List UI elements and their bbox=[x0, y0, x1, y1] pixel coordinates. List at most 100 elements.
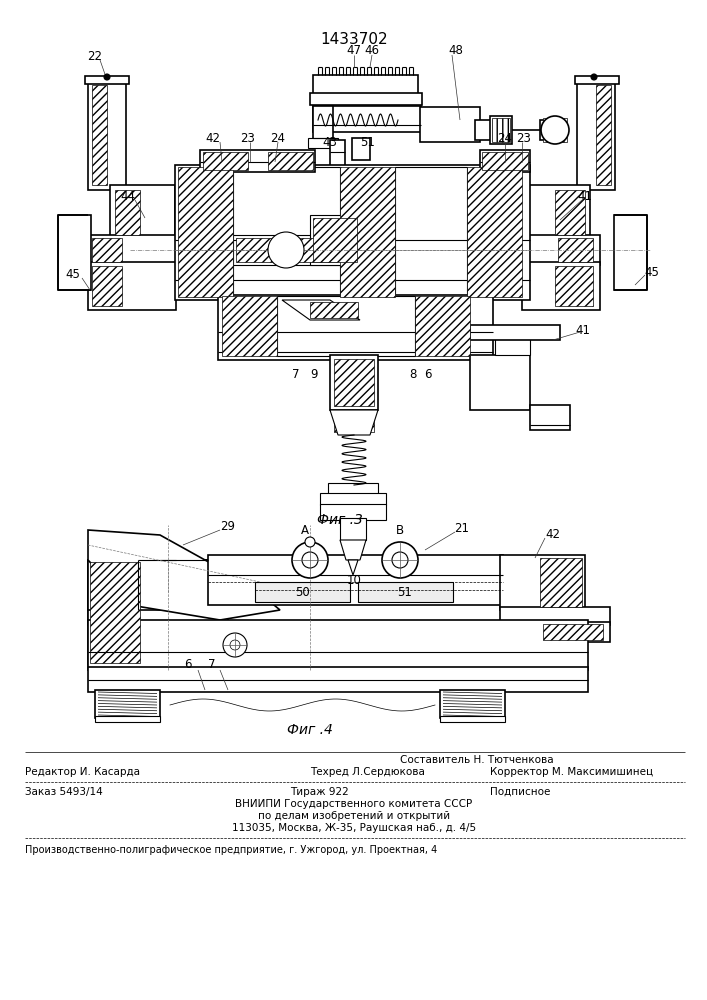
Bar bbox=[320, 504, 386, 520]
Bar bbox=[340, 518, 366, 540]
Bar bbox=[88, 560, 243, 610]
Polygon shape bbox=[348, 560, 358, 575]
Bar bbox=[203, 152, 248, 170]
Bar bbox=[555, 190, 585, 235]
Text: 41: 41 bbox=[575, 324, 590, 336]
Bar bbox=[470, 355, 530, 410]
Bar bbox=[495, 337, 530, 355]
Text: 6: 6 bbox=[185, 658, 192, 672]
Bar bbox=[85, 76, 129, 84]
Circle shape bbox=[382, 542, 418, 578]
Bar bbox=[233, 167, 340, 297]
Bar bbox=[440, 690, 505, 718]
Bar bbox=[480, 150, 530, 172]
Bar bbox=[277, 296, 415, 356]
Circle shape bbox=[302, 552, 318, 568]
Bar bbox=[334, 359, 374, 406]
Circle shape bbox=[104, 74, 110, 80]
Bar bbox=[236, 238, 336, 262]
Text: ВНИИПИ Государственного комитета СССР: ВНИИПИ Государственного комитета СССР bbox=[235, 799, 472, 809]
Text: 44: 44 bbox=[120, 190, 136, 202]
Bar bbox=[540, 558, 582, 607]
Bar bbox=[175, 165, 530, 300]
Text: 6: 6 bbox=[424, 368, 432, 381]
Bar bbox=[88, 80, 126, 190]
Bar bbox=[320, 493, 386, 505]
Text: Техред Л.Сердюкова: Техред Л.Сердюкова bbox=[310, 767, 425, 777]
Bar bbox=[92, 238, 122, 262]
Bar bbox=[88, 235, 176, 265]
Text: 24: 24 bbox=[271, 131, 286, 144]
Bar bbox=[115, 190, 140, 235]
Circle shape bbox=[392, 552, 408, 568]
Text: 41: 41 bbox=[578, 190, 592, 204]
Bar bbox=[222, 296, 277, 356]
Bar bbox=[503, 622, 610, 642]
Text: 42: 42 bbox=[546, 528, 561, 542]
Bar bbox=[308, 138, 338, 148]
Bar bbox=[555, 266, 593, 306]
Bar bbox=[330, 355, 378, 410]
Bar bbox=[330, 140, 345, 170]
Bar bbox=[92, 266, 122, 306]
Text: 51: 51 bbox=[397, 586, 412, 599]
Bar bbox=[313, 106, 333, 142]
Text: Фиг .3: Фиг .3 bbox=[317, 513, 363, 527]
Circle shape bbox=[230, 640, 240, 650]
Bar bbox=[492, 118, 510, 142]
Text: 43: 43 bbox=[322, 135, 337, 148]
Polygon shape bbox=[340, 540, 366, 560]
Bar bbox=[475, 120, 493, 140]
Bar bbox=[558, 238, 593, 262]
Bar bbox=[90, 562, 140, 663]
Circle shape bbox=[305, 537, 315, 547]
Text: 50: 50 bbox=[295, 586, 310, 599]
Text: 21: 21 bbox=[455, 522, 469, 536]
Bar bbox=[110, 185, 175, 240]
Bar bbox=[420, 107, 480, 142]
Text: Подписное: Подписное bbox=[490, 787, 550, 797]
Polygon shape bbox=[330, 410, 378, 435]
Bar bbox=[467, 167, 522, 297]
Bar bbox=[313, 218, 357, 262]
Text: 9: 9 bbox=[310, 368, 317, 381]
Bar bbox=[310, 215, 360, 265]
Bar bbox=[268, 152, 313, 170]
Bar bbox=[328, 483, 378, 495]
Text: Фиг .4: Фиг .4 bbox=[287, 723, 333, 737]
Bar bbox=[522, 262, 600, 310]
Bar bbox=[596, 85, 611, 185]
Text: 45: 45 bbox=[66, 267, 81, 280]
Text: Составитель Н. Тютченкова: Составитель Н. Тютченкова bbox=[400, 755, 554, 765]
Bar bbox=[575, 76, 619, 84]
Bar bbox=[490, 116, 512, 144]
Text: Редактор И. Касарда: Редактор И. Касарда bbox=[25, 767, 140, 777]
Text: 22: 22 bbox=[88, 49, 103, 62]
Text: 113035, Москва, Ж-35, Раушская наб., д. 4/5: 113035, Москва, Ж-35, Раушская наб., д. … bbox=[232, 823, 476, 833]
Bar bbox=[178, 167, 233, 297]
Bar bbox=[88, 667, 588, 692]
Text: 48: 48 bbox=[448, 43, 463, 56]
Bar bbox=[543, 118, 567, 142]
Text: 8: 8 bbox=[409, 368, 416, 381]
Bar bbox=[95, 690, 160, 718]
Bar bbox=[395, 167, 467, 297]
Bar bbox=[614, 215, 647, 290]
Text: 23: 23 bbox=[517, 131, 532, 144]
Bar bbox=[530, 405, 570, 430]
Bar bbox=[470, 325, 560, 340]
Bar bbox=[200, 150, 315, 172]
Text: 45: 45 bbox=[645, 265, 660, 278]
Bar bbox=[95, 716, 160, 722]
Bar bbox=[160, 560, 176, 592]
Circle shape bbox=[223, 633, 247, 657]
Bar bbox=[208, 555, 503, 605]
Text: 42: 42 bbox=[206, 131, 221, 144]
Bar bbox=[310, 302, 358, 318]
Bar bbox=[415, 296, 470, 356]
Text: Корректор М. Максимишинец: Корректор М. Максимишинец bbox=[490, 767, 653, 777]
Text: 23: 23 bbox=[240, 131, 255, 144]
Bar bbox=[440, 716, 505, 722]
Bar bbox=[255, 582, 350, 602]
Text: Тираж 922: Тираж 922 bbox=[290, 787, 349, 797]
